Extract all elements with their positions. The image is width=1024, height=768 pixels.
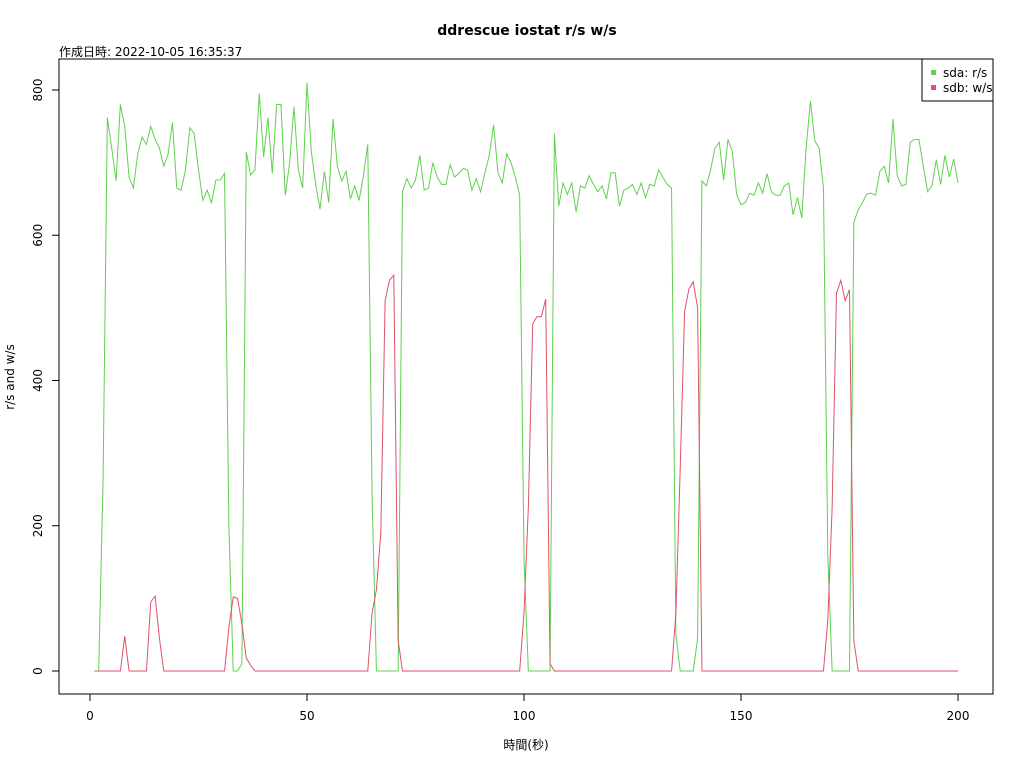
y-tick-label: 200 [31,514,45,537]
y-tick-label: 800 [31,79,45,102]
x-axis: 0 50 100 150 200 [86,693,970,723]
chart-subtitle: 作成日時: 2022-10-05 16:35:37 [59,45,242,59]
x-axis-label: 時間(秒) [503,738,548,752]
y-axis-label: r/s and w/s [3,344,17,410]
legend-swatch [931,85,936,90]
x-tick-label: 0 [86,709,94,723]
series-line-1 [94,82,959,672]
x-tick-label: 50 [299,709,314,723]
x-tick-label: 100 [513,709,536,723]
legend-label: sda: r/s [943,66,987,80]
series-layer [94,82,959,672]
y-tick-label: 0 [31,667,45,675]
y-tick-label: 400 [31,369,45,392]
y-axis: 0 200 400 600 800 [31,79,60,675]
legend-swatch [931,70,936,75]
x-tick-label: 200 [947,709,970,723]
legend-label: sdb: w/s [943,81,992,95]
legend-box [921,58,994,102]
y-tick-label: 600 [31,224,45,247]
series-line-2 [94,273,958,672]
chart-title: ddrescue iostat r/s w/s [437,23,616,39]
x-tick-label: 150 [730,709,753,723]
